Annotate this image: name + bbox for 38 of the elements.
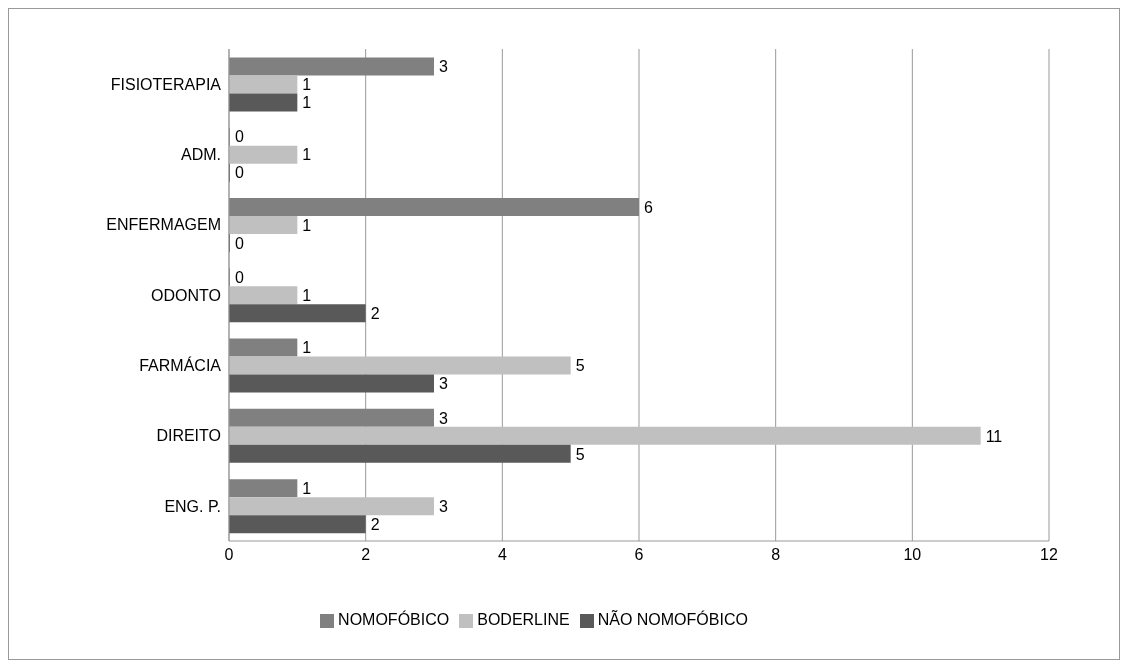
x-tick-label: 12 — [1040, 546, 1058, 564]
data-label: 0 — [235, 128, 244, 146]
x-tick-label: 2 — [361, 546, 371, 564]
y-tick-label: ENFERMAGEM — [106, 216, 221, 234]
data-label: 0 — [235, 234, 244, 252]
data-label: 3 — [439, 409, 448, 427]
data-label: 5 — [575, 445, 585, 463]
y-tick-label: ENG. P. — [164, 497, 221, 515]
y-tick-label: DIREITO — [156, 427, 221, 445]
data-label: 1 — [302, 479, 312, 497]
x-tick-label: 8 — [771, 546, 781, 564]
data-label: 0 — [235, 268, 244, 286]
x-tick-label: 0 — [224, 546, 234, 564]
y-tick-label: ODONTO — [151, 286, 221, 304]
y-tick-label: FISIOTERAPIA — [110, 75, 222, 93]
legend-label: NÃO NOMOFÓBICO — [597, 611, 748, 628]
data-label: 1 — [302, 94, 312, 112]
data-label: 3 — [439, 497, 448, 515]
data-label: 11 — [985, 427, 1003, 445]
y-tick-label: FARMÁCIA — [139, 355, 222, 374]
x-tick-label: 10 — [903, 546, 922, 564]
data-label: 2 — [370, 304, 380, 322]
legend-label: NOMOFÓBICO — [338, 611, 450, 628]
data-label: 1 — [302, 76, 312, 94]
data-label: 3 — [439, 58, 448, 76]
x-tick-label: 4 — [497, 546, 507, 564]
legend-label: BODERLINE — [477, 611, 570, 628]
x-tick-label: 6 — [634, 546, 644, 564]
data-label: 0 — [235, 164, 244, 182]
data-label: 1 — [302, 286, 312, 304]
data-label: 5 — [575, 357, 585, 375]
data-label: 1 — [302, 216, 312, 234]
data-label: 1 — [302, 146, 312, 164]
data-label: 6 — [644, 198, 653, 216]
data-label: 1 — [302, 339, 312, 357]
y-tick-label: ADM. — [181, 146, 221, 164]
data-label: 3 — [439, 375, 448, 393]
data-label: 2 — [370, 515, 380, 533]
